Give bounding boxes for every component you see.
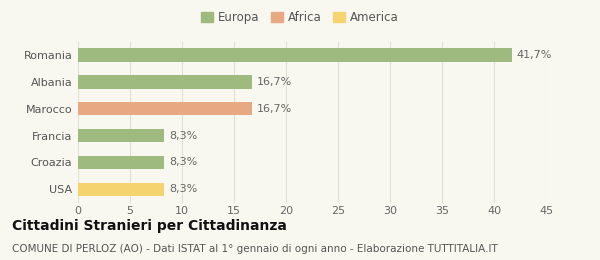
Bar [78,75,251,89]
Text: 8,3%: 8,3% [170,131,198,141]
Text: 16,7%: 16,7% [257,104,292,114]
Legend: Europa, Africa, America: Europa, Africa, America [199,9,401,26]
Text: COMUNE DI PERLOZ (AO) - Dati ISTAT al 1° gennaio di ogni anno - Elaborazione TUT: COMUNE DI PERLOZ (AO) - Dati ISTAT al 1°… [12,244,498,254]
Text: 41,7%: 41,7% [517,50,552,60]
Bar [78,183,164,196]
Bar [78,48,512,62]
Text: 8,3%: 8,3% [170,184,198,194]
Text: 16,7%: 16,7% [257,77,292,87]
Text: 8,3%: 8,3% [170,158,198,167]
Text: Cittadini Stranieri per Cittadinanza: Cittadini Stranieri per Cittadinanza [12,219,287,233]
Bar [78,102,251,115]
Bar [78,156,164,169]
Bar [78,129,164,142]
